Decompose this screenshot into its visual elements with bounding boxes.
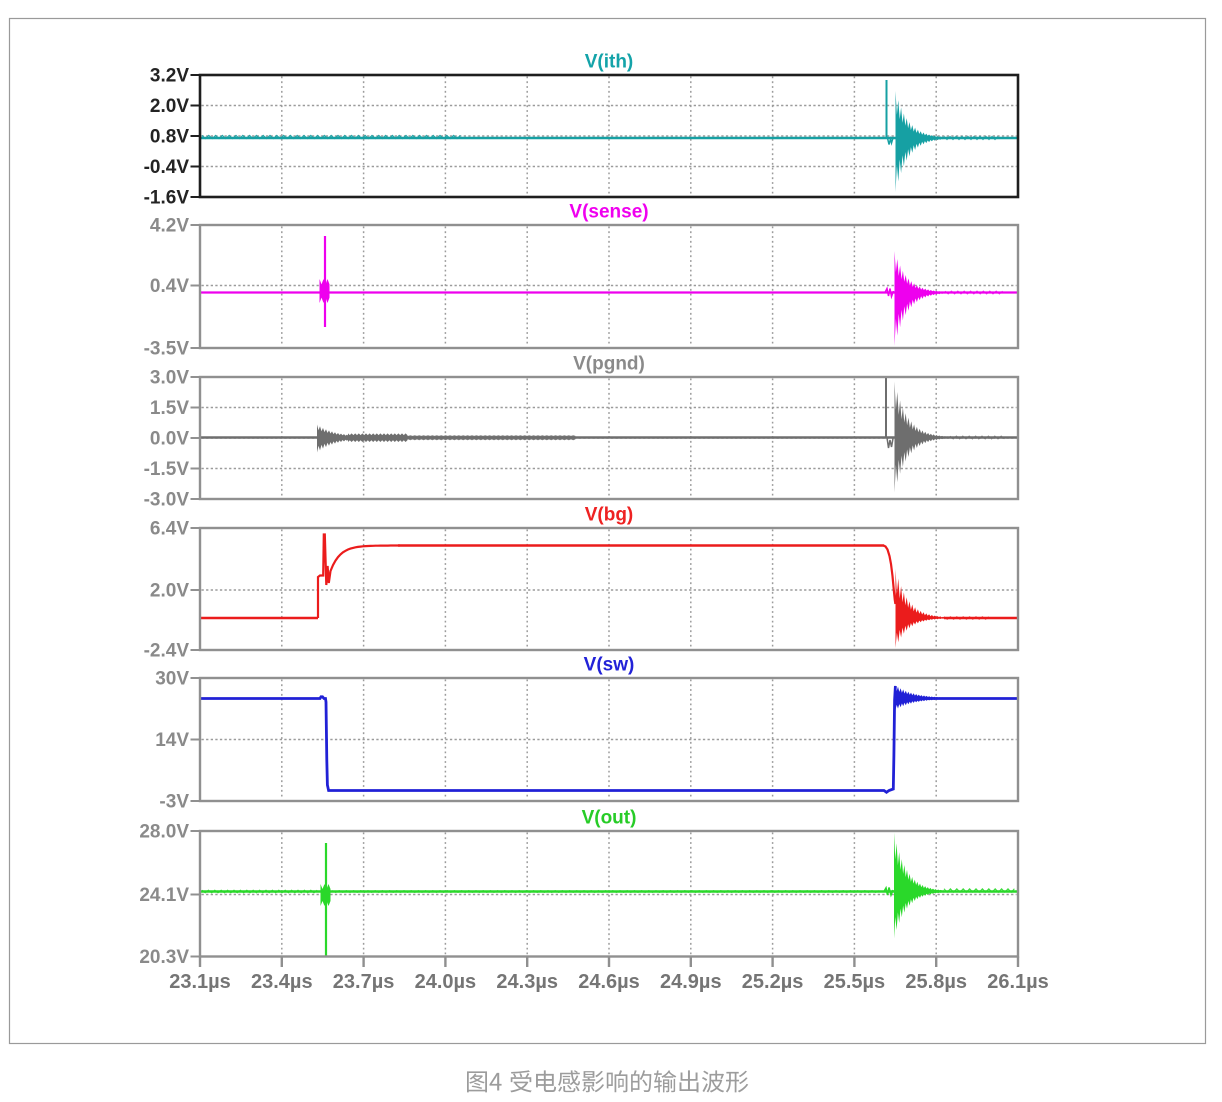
svg-text:-2.4V: -2.4V bbox=[144, 641, 190, 662]
svg-text:23.1µs: 23.1µs bbox=[169, 971, 231, 993]
svg-text:-3.0V: -3.0V bbox=[144, 490, 190, 511]
svg-text:24.0µs: 24.0µs bbox=[415, 971, 477, 993]
svg-text:-1.6V: -1.6V bbox=[144, 188, 190, 209]
svg-text:28.0V: 28.0V bbox=[139, 822, 189, 843]
svg-text:0.0V: 0.0V bbox=[150, 429, 189, 450]
svg-text:V(out): V(out) bbox=[582, 808, 637, 829]
svg-text:24.9µs: 24.9µs bbox=[660, 971, 722, 993]
svg-text:-0.4V: -0.4V bbox=[144, 157, 190, 178]
svg-text:4.2V: 4.2V bbox=[150, 216, 189, 237]
svg-text:V(bg): V(bg) bbox=[585, 505, 634, 526]
svg-text:1.5V: 1.5V bbox=[150, 398, 189, 419]
svg-text:-3V: -3V bbox=[159, 792, 189, 813]
svg-text:24.6µs: 24.6µs bbox=[578, 971, 640, 993]
svg-text:-3.5V: -3.5V bbox=[144, 339, 190, 360]
svg-text:25.8µs: 25.8µs bbox=[905, 971, 967, 993]
svg-text:24.3µs: 24.3µs bbox=[496, 971, 558, 993]
svg-text:V(ith): V(ith) bbox=[585, 52, 634, 73]
svg-text:23.7µs: 23.7µs bbox=[333, 971, 395, 993]
svg-text:25.5µs: 25.5µs bbox=[824, 971, 886, 993]
svg-text:2.0V: 2.0V bbox=[150, 96, 189, 117]
svg-text:V(pgnd): V(pgnd) bbox=[573, 354, 645, 375]
svg-text:2.0V: 2.0V bbox=[150, 581, 189, 602]
svg-text:6.4V: 6.4V bbox=[150, 519, 189, 540]
svg-text:26.1µs: 26.1µs bbox=[987, 971, 1049, 993]
svg-text:30V: 30V bbox=[155, 669, 189, 690]
svg-text:0.4V: 0.4V bbox=[150, 276, 189, 297]
svg-text:3.0V: 3.0V bbox=[150, 368, 189, 389]
svg-text:25.2µs: 25.2µs bbox=[742, 971, 804, 993]
svg-text:V(sw): V(sw) bbox=[584, 655, 635, 676]
svg-text:3.2V: 3.2V bbox=[150, 66, 189, 87]
svg-text:-1.5V: -1.5V bbox=[144, 459, 190, 480]
svg-text:14V: 14V bbox=[155, 730, 189, 751]
svg-text:20.3V: 20.3V bbox=[139, 947, 189, 968]
svg-text:23.4µs: 23.4µs bbox=[251, 971, 313, 993]
svg-text:0.8V: 0.8V bbox=[150, 127, 189, 148]
svg-text:V(sense): V(sense) bbox=[569, 202, 648, 223]
svg-text:24.1V: 24.1V bbox=[139, 885, 189, 906]
